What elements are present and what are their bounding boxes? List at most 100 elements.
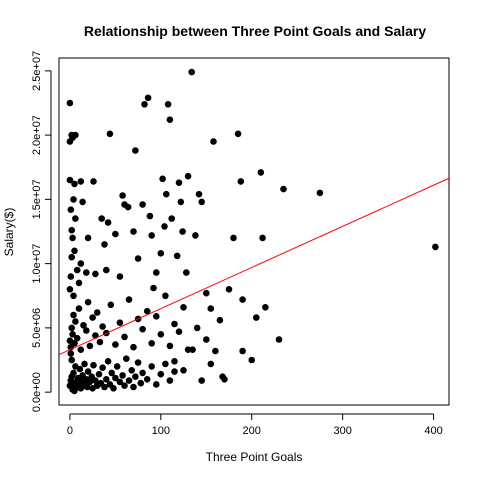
data-point xyxy=(125,296,133,303)
x-tick-label: 300 xyxy=(333,425,351,437)
data-point xyxy=(180,304,187,311)
y-axis: 0.0e+00 5.0e+06 1.0e+07 1.5e+07 2.0e+07 2.5e+… xyxy=(31,51,52,412)
data-point xyxy=(139,369,146,377)
data-point xyxy=(98,215,105,222)
data-point xyxy=(207,305,215,312)
data-point xyxy=(237,178,245,185)
data-point xyxy=(275,336,283,343)
data-point xyxy=(99,364,106,372)
x-tick-label: 100 xyxy=(152,425,170,437)
data-point xyxy=(119,192,126,199)
data-point xyxy=(69,331,76,338)
data-point xyxy=(73,266,81,274)
data-point xyxy=(119,372,126,379)
data-point xyxy=(262,304,269,311)
data-point xyxy=(252,314,260,321)
data-point xyxy=(83,383,91,391)
data-point xyxy=(112,230,119,238)
data-point xyxy=(81,360,88,368)
data-point xyxy=(180,367,187,374)
data-point xyxy=(198,377,205,384)
y-tick-label: 2.5e+07 xyxy=(31,51,43,91)
data-point xyxy=(125,377,133,384)
data-point xyxy=(259,234,266,242)
data-point xyxy=(128,367,135,374)
data-point xyxy=(79,198,86,206)
data-point xyxy=(83,327,90,334)
data-point xyxy=(143,376,151,383)
data-point xyxy=(239,347,246,355)
data-point xyxy=(163,190,170,198)
regression-line xyxy=(58,177,450,356)
data-point xyxy=(248,356,255,364)
data-point xyxy=(166,116,174,123)
data-point xyxy=(130,383,137,391)
data-point xyxy=(144,94,152,102)
data-point xyxy=(89,314,96,321)
data-point xyxy=(71,180,78,188)
data-point xyxy=(171,320,178,328)
data-point xyxy=(212,347,219,355)
data-point xyxy=(69,234,76,242)
data-point xyxy=(150,284,157,292)
data-point xyxy=(162,292,169,300)
data-point xyxy=(68,356,75,364)
data-point xyxy=(157,370,165,378)
data-point xyxy=(113,363,121,370)
data-point xyxy=(76,365,84,373)
data-point xyxy=(183,269,190,276)
data-point xyxy=(139,325,146,333)
data-point xyxy=(134,359,142,366)
data-point xyxy=(230,234,237,242)
data-point xyxy=(316,189,324,197)
data-point xyxy=(157,250,165,257)
data-point xyxy=(68,253,75,261)
data-point xyxy=(225,286,233,293)
data-point xyxy=(66,286,74,293)
data-point xyxy=(195,190,203,198)
x-axis-label: Three Point Goals xyxy=(206,450,303,464)
data-point xyxy=(112,341,119,348)
data-point xyxy=(66,176,74,184)
y-tick-label: 5.0e+06 xyxy=(31,308,43,348)
data-point xyxy=(116,378,124,386)
data-point xyxy=(75,305,83,312)
data-point xyxy=(219,373,226,381)
x-tick-label: 400 xyxy=(424,425,442,437)
data-point xyxy=(116,319,124,327)
data-point xyxy=(189,346,196,354)
data-point xyxy=(134,255,142,262)
data-point xyxy=(83,269,90,276)
data-point xyxy=(171,368,178,375)
data-point xyxy=(146,212,154,220)
data-point xyxy=(203,289,210,297)
data-point xyxy=(207,360,215,368)
data-point xyxy=(198,198,205,206)
data-point xyxy=(71,247,78,255)
data-point xyxy=(161,223,168,230)
data-point xyxy=(90,361,97,369)
data-point xyxy=(216,316,224,324)
data-point xyxy=(70,196,77,203)
data-point xyxy=(234,130,242,138)
data-point xyxy=(148,363,155,370)
data-point xyxy=(175,328,183,336)
data-point xyxy=(80,322,87,329)
data-point xyxy=(166,342,174,350)
data-point xyxy=(70,311,77,319)
data-points xyxy=(66,68,439,395)
data-point xyxy=(67,273,75,280)
data-point xyxy=(203,336,210,343)
data-point xyxy=(257,169,265,176)
data-point xyxy=(137,379,145,387)
data-point xyxy=(93,309,101,316)
data-point xyxy=(116,273,124,280)
x-tick-label: 0 xyxy=(67,425,73,437)
data-point xyxy=(148,232,155,239)
data-point xyxy=(112,374,119,382)
data-point xyxy=(67,350,75,357)
data-point xyxy=(72,215,79,222)
data-point xyxy=(104,358,112,365)
data-point xyxy=(148,340,155,347)
chart-title: Relationship between Three Point Goals a… xyxy=(84,23,427,39)
